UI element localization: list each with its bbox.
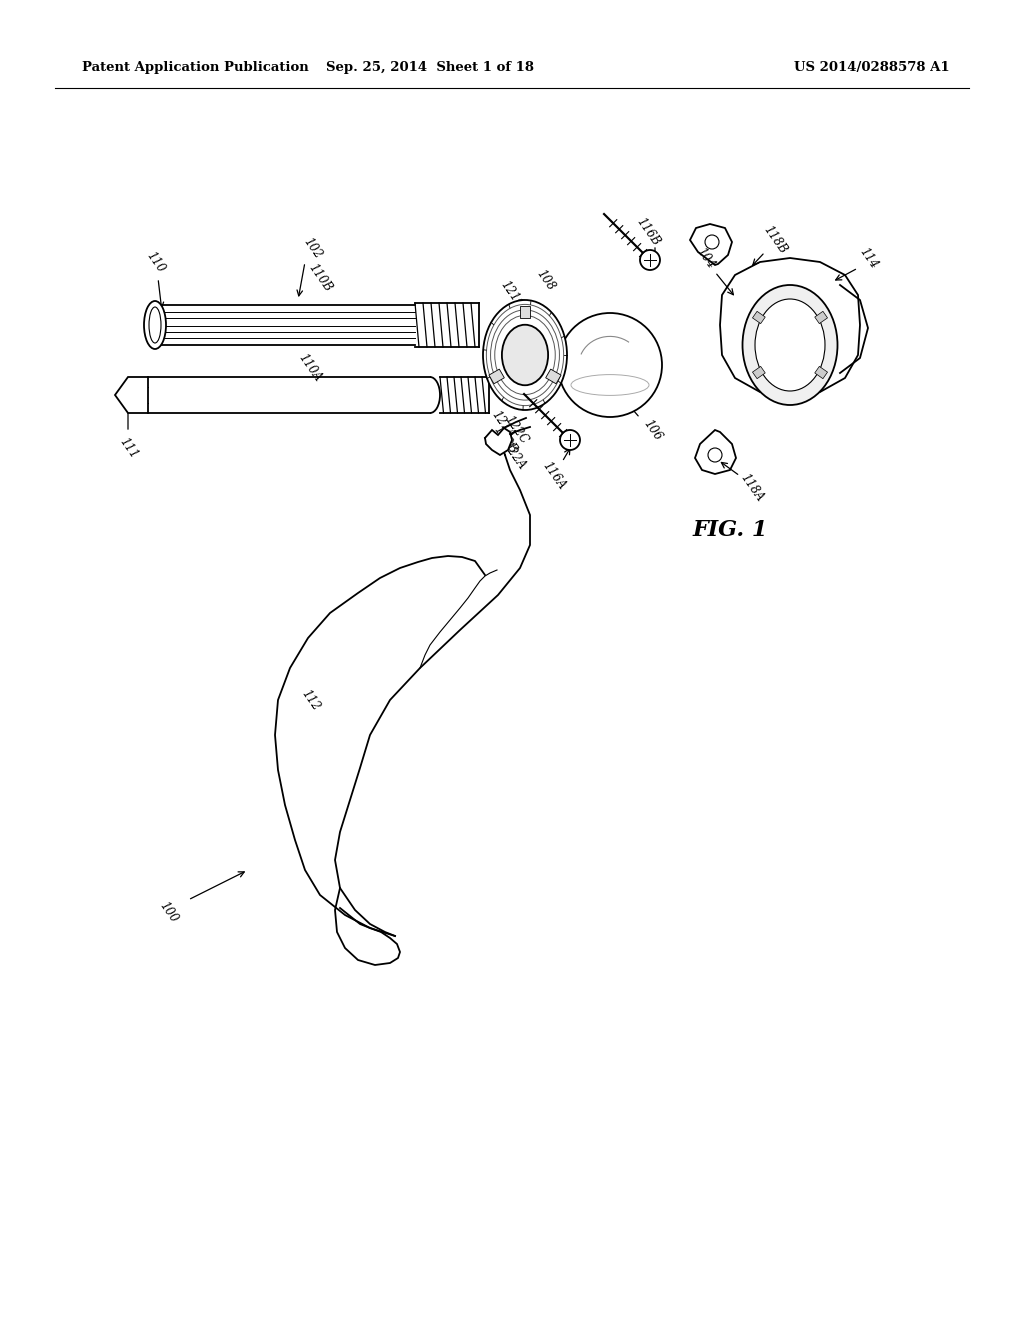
Text: Patent Application Publication: Patent Application Publication bbox=[82, 62, 309, 74]
Circle shape bbox=[560, 430, 580, 450]
Text: FIG. 1: FIG. 1 bbox=[692, 519, 768, 541]
Text: 112: 112 bbox=[298, 686, 322, 713]
Text: 106: 106 bbox=[640, 417, 664, 444]
Text: US 2014/0288578 A1: US 2014/0288578 A1 bbox=[795, 62, 950, 74]
Text: 111: 111 bbox=[116, 436, 140, 461]
Text: 122A: 122A bbox=[500, 440, 528, 473]
Bar bbox=[815, 312, 827, 323]
Polygon shape bbox=[485, 428, 512, 455]
Text: 110: 110 bbox=[143, 249, 167, 275]
Text: 114: 114 bbox=[856, 246, 880, 271]
Text: 120: 120 bbox=[788, 312, 812, 338]
Text: 102: 102 bbox=[300, 235, 324, 261]
Circle shape bbox=[708, 447, 722, 462]
Ellipse shape bbox=[150, 308, 161, 343]
Text: 110A: 110A bbox=[296, 351, 325, 384]
Text: 108: 108 bbox=[534, 267, 557, 293]
Circle shape bbox=[558, 313, 662, 417]
Circle shape bbox=[640, 249, 660, 271]
Bar bbox=[753, 312, 765, 323]
Polygon shape bbox=[720, 257, 860, 399]
Polygon shape bbox=[695, 430, 736, 474]
Text: 118B: 118B bbox=[761, 223, 790, 256]
Text: 122B: 122B bbox=[490, 424, 519, 457]
Text: 100: 100 bbox=[157, 899, 180, 925]
Text: 104: 104 bbox=[693, 246, 717, 271]
Polygon shape bbox=[690, 224, 732, 265]
Text: 121C: 121C bbox=[498, 279, 526, 312]
Polygon shape bbox=[115, 378, 148, 413]
Bar bbox=[753, 367, 765, 379]
Text: 122C: 122C bbox=[502, 413, 530, 446]
Text: 107: 107 bbox=[566, 339, 590, 364]
Ellipse shape bbox=[502, 325, 548, 385]
Bar bbox=[488, 370, 505, 384]
Text: 121A: 121A bbox=[488, 409, 517, 441]
Text: 116A: 116A bbox=[540, 459, 568, 492]
Text: 116B: 116B bbox=[634, 215, 663, 248]
Ellipse shape bbox=[144, 301, 166, 348]
Text: 118A: 118A bbox=[737, 471, 766, 504]
Text: 110B: 110B bbox=[306, 261, 334, 294]
Ellipse shape bbox=[755, 300, 825, 391]
Bar bbox=[546, 370, 561, 384]
Text: Sep. 25, 2014  Sheet 1 of 18: Sep. 25, 2014 Sheet 1 of 18 bbox=[326, 62, 534, 74]
Bar bbox=[520, 306, 530, 318]
Circle shape bbox=[705, 235, 719, 249]
Bar bbox=[815, 367, 827, 379]
Ellipse shape bbox=[483, 300, 567, 411]
Text: 121B: 121B bbox=[482, 355, 511, 388]
Ellipse shape bbox=[742, 285, 838, 405]
